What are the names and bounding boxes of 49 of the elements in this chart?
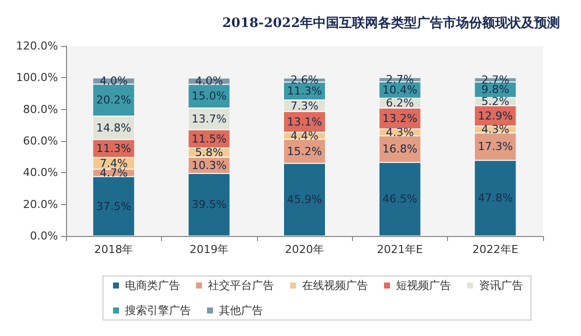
data-label: 5.2%: [481, 95, 510, 108]
data-label: 4.4%: [290, 129, 318, 142]
legend-label: 资讯广告: [479, 279, 523, 292]
x-tick-label: 2019年: [190, 243, 229, 256]
data-label: 6.2%: [386, 96, 414, 110]
data-label: 20.2%: [96, 94, 132, 107]
data-label: 10.3%: [192, 158, 227, 172]
data-label: 15.0%: [192, 90, 227, 103]
chart-title: 2018-2022年中国互联网各类型广告市场份额现状及预测: [222, 15, 560, 31]
data-label: 47.8%: [478, 192, 513, 205]
data-label: 17.3%: [478, 140, 513, 154]
legend-label: 搜索引擎广告: [125, 304, 191, 317]
data-label: 14.8%: [96, 121, 132, 134]
data-label: 15.2%: [287, 144, 322, 158]
data-label: 45.9%: [287, 193, 322, 206]
y-tick-label: 0.0%: [30, 230, 58, 242]
data-label: 39.5%: [192, 198, 227, 212]
y-tick-label: 20.0%: [23, 198, 58, 211]
data-label: 5.8%: [195, 146, 224, 160]
x-tick-label: 2020年: [285, 243, 324, 256]
data-label: 9.8%: [481, 83, 510, 96]
data-label: 4.3%: [481, 123, 510, 136]
y-tick-label: 80.0%: [23, 102, 58, 116]
data-label: 11.3%: [96, 142, 132, 156]
legend-label: 其他广告: [219, 304, 263, 317]
legend-label: 电商类广告: [125, 279, 180, 292]
data-label: 4.7%: [100, 166, 128, 180]
legend-label: 短视频广告: [396, 279, 451, 292]
data-label: 11.3%: [287, 84, 322, 98]
legend-label: 在线视频广告: [302, 279, 368, 292]
data-label: 13.2%: [382, 112, 418, 126]
x-tick-label: 2021年E: [376, 243, 423, 256]
data-label: 12.9%: [478, 109, 513, 122]
data-label: 13.1%: [287, 115, 322, 128]
x-tick-label: 2022年E: [472, 243, 518, 256]
y-tick-label: 60.0%: [23, 134, 58, 148]
y-tick-label: 40.0%: [23, 166, 58, 180]
data-label: 37.5%: [96, 200, 132, 213]
data-label: 10.4%: [382, 84, 418, 97]
data-label: 4.3%: [386, 126, 414, 139]
y-tick-label: 120.0%: [16, 40, 58, 52]
legend-label: 社交平台广告: [208, 279, 274, 292]
data-label: 7.3%: [290, 99, 318, 112]
data-label: 16.8%: [382, 142, 418, 156]
data-label: 11.5%: [192, 132, 227, 146]
y-tick-label: 100.0%: [16, 71, 58, 84]
data-label: 46.5%: [382, 192, 418, 206]
x-tick-label: 2018年: [94, 243, 134, 256]
data-label: 13.7%: [192, 112, 227, 126]
